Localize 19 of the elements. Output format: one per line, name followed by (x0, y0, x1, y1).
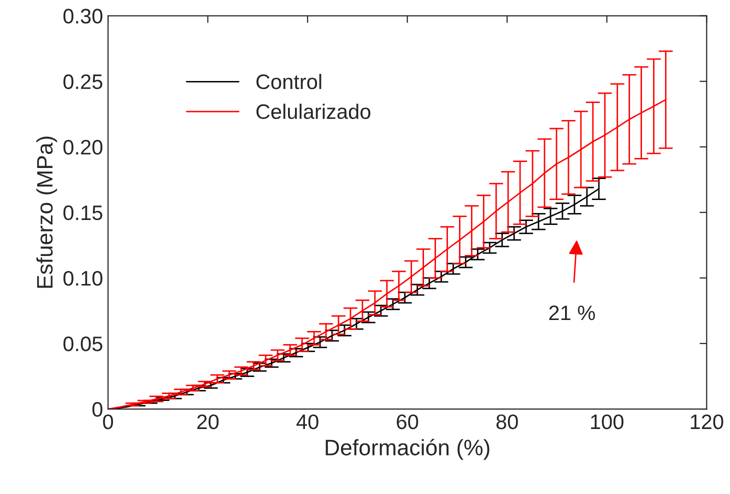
x-tick-label: 120 (690, 414, 724, 430)
x-tick-label: 60 (396, 414, 418, 430)
legend-label: Control (256, 74, 322, 90)
y-tick-label: 0 (92, 402, 102, 417)
y-tick-label: 0.05 (63, 336, 102, 352)
y-axis-title: Esfuerzo (MPa) (36, 136, 58, 288)
x-tick-label: 0 (103, 414, 114, 430)
x-axis-title: Deformación (%) (326, 438, 490, 460)
x-tick-label: 20 (197, 414, 219, 430)
y-tick-label: 0.20 (63, 140, 102, 155)
annotation: 21 % (549, 306, 595, 320)
x-tick-label: 80 (496, 414, 518, 430)
y-tick-label: 0.15 (63, 205, 102, 220)
y-tick-label: 0.25 (63, 74, 102, 90)
x-tick-label: 40 (296, 414, 318, 430)
y-tick-label: 0.10 (63, 270, 102, 286)
x-tick-label: 100 (591, 414, 624, 430)
legend-label: Celularizado (256, 104, 370, 120)
y-tick-label: 0.30 (63, 8, 102, 24)
